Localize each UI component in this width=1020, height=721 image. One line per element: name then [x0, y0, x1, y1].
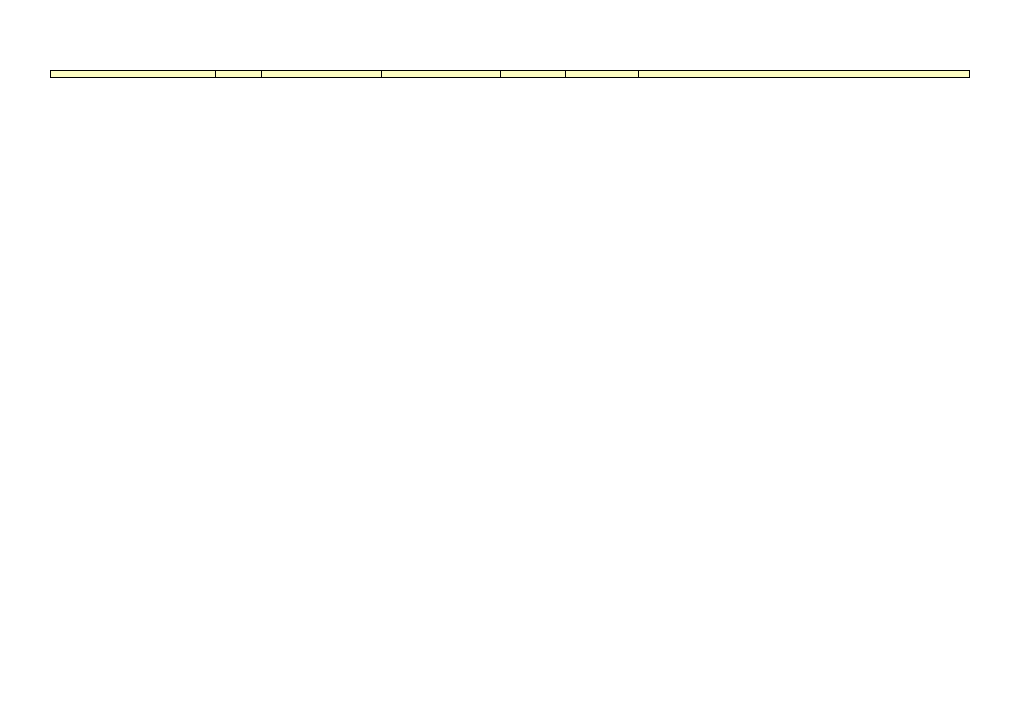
col-cislo: [565, 71, 639, 78]
page-title: [50, 44, 970, 60]
col-nazev: [639, 71, 970, 78]
col-kraj: [216, 71, 262, 78]
col-rozs: [262, 71, 381, 78]
col-sprav: [501, 71, 565, 78]
data-table: [50, 70, 970, 78]
col-vodni: [381, 71, 500, 78]
col-obec: [51, 71, 216, 78]
table-header-row: [51, 71, 970, 78]
